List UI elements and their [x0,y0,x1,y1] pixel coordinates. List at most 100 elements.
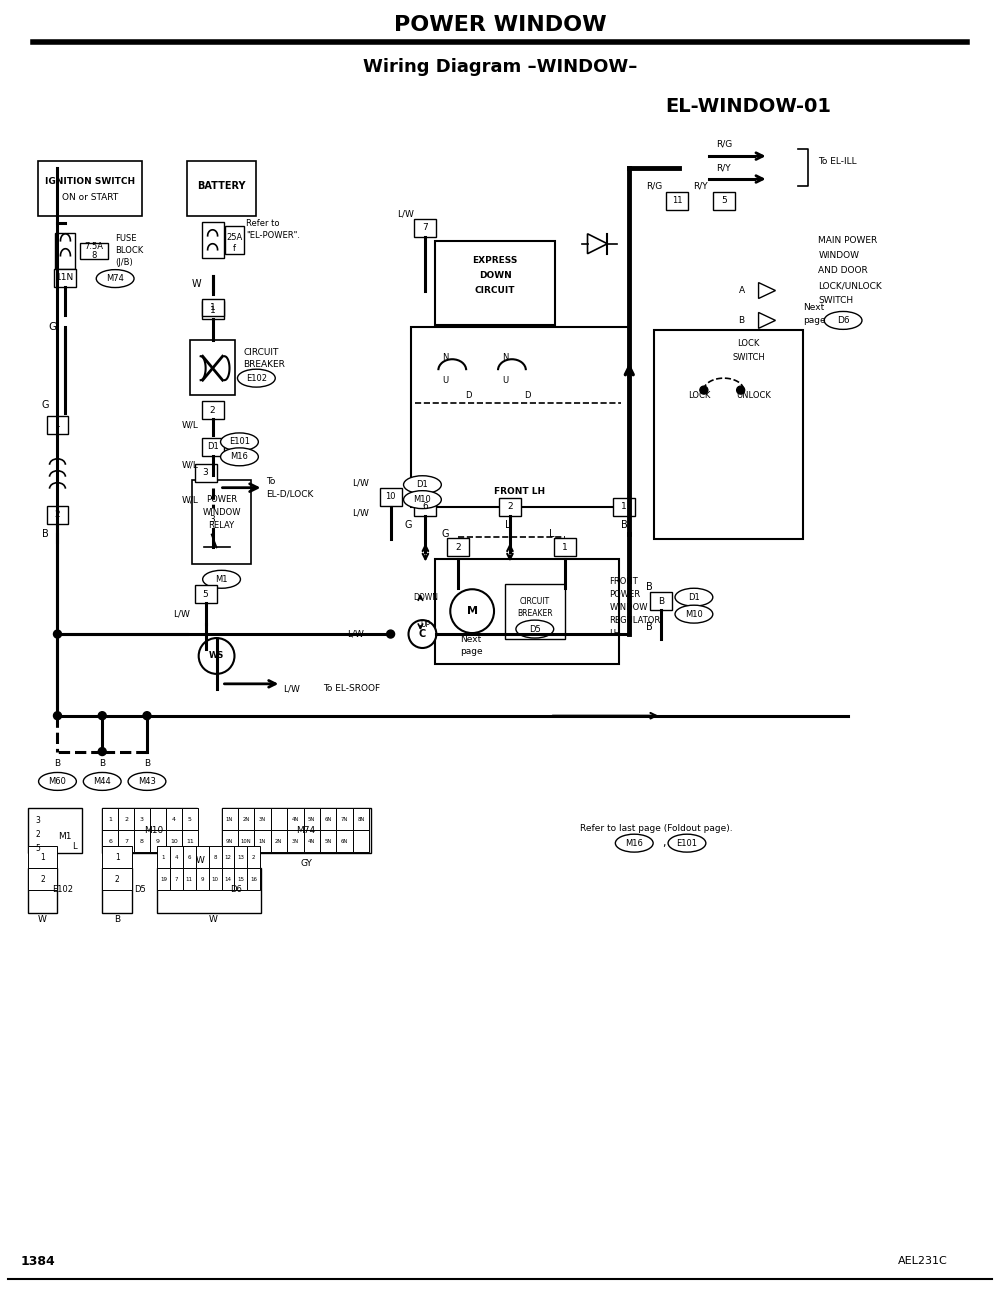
Bar [183,846,196,868]
Text: SWITCH: SWITCH [732,353,765,362]
Bar [150,809,166,831]
Text: 2: 2 [40,875,45,884]
Text: BLOCK: BLOCK [115,246,143,255]
Text: IGNITION SWITCH: IGNITION SWITCH [45,176,135,185]
Text: REGULATOR: REGULATOR [609,616,661,625]
Text: W: W [38,915,47,924]
Circle shape [700,386,708,395]
Ellipse shape [675,606,713,624]
Text: 1: 1 [40,853,45,862]
Text: FRONT LH: FRONT LH [494,487,545,496]
Text: L/W: L/W [352,479,369,488]
Text: W: W [195,855,204,864]
Bar [254,809,271,831]
Bar [238,809,254,831]
Bar [102,868,132,890]
Text: BREAKER: BREAKER [517,608,553,617]
Bar [666,192,688,210]
Bar [102,846,132,868]
Bar [190,340,235,395]
Text: 11: 11 [186,877,193,883]
Circle shape [98,712,106,719]
Text: 11N: 11N [56,273,75,282]
Text: Refer to: Refer to [246,219,280,228]
Text: 4: 4 [175,854,178,859]
Bar [234,868,247,890]
Text: 6: 6 [187,854,191,859]
Ellipse shape [615,835,653,853]
Bar [166,831,182,853]
Text: B: B [658,597,664,606]
Bar [202,299,224,317]
Text: Next: Next [803,303,825,312]
Bar [336,831,353,853]
Text: 25A: 25A [226,233,243,242]
Text: 8: 8 [213,854,217,859]
Bar [222,846,234,868]
Text: page: page [460,647,483,656]
Bar [47,415,68,433]
Bar [202,302,224,320]
Text: 13: 13 [237,854,244,859]
Circle shape [143,712,151,719]
Circle shape [409,620,436,648]
Text: 4: 4 [172,817,176,822]
Text: BATTERY: BATTERY [197,181,246,192]
Text: To EL-ILL: To EL-ILL [818,157,857,166]
Text: B: B [114,915,120,924]
Bar [195,585,217,603]
Polygon shape [759,282,775,299]
Text: 16: 16 [250,877,257,883]
Circle shape [53,712,61,719]
Text: 4N: 4N [292,817,299,822]
Text: 2: 2 [35,829,40,839]
Bar [192,480,251,564]
Text: MAIN POWER: MAIN POWER [818,237,877,246]
Text: E102: E102 [52,885,73,894]
Text: C: C [419,629,426,639]
Text: 1: 1 [621,502,627,511]
Bar [150,831,166,853]
Bar [254,831,271,853]
Text: M: M [467,606,478,616]
Text: U: U [502,375,508,384]
Ellipse shape [237,369,275,387]
Text: AND DOOR: AND DOOR [818,267,868,276]
Bar [353,809,369,831]
Ellipse shape [675,589,713,606]
Text: POWER: POWER [609,590,641,599]
Ellipse shape [404,476,441,494]
Text: LOCK: LOCK [737,339,760,348]
Ellipse shape [128,773,166,791]
Text: B: B [739,316,745,325]
Text: D1: D1 [688,593,700,602]
Text: 7N: 7N [341,817,348,822]
Bar [80,243,108,259]
Text: 5: 5 [35,844,40,853]
Bar [47,506,68,524]
Text: To EL-SROOF: To EL-SROOF [323,685,380,694]
Text: R/Y: R/Y [694,181,708,190]
Text: DOWN: DOWN [479,272,511,280]
Circle shape [209,484,217,492]
Text: 11: 11 [672,197,682,206]
Text: Next: Next [460,634,481,643]
Bar [28,846,57,868]
Text: M43: M43 [138,776,156,785]
Text: M10: M10 [414,496,431,505]
Ellipse shape [96,269,134,287]
Text: 11: 11 [186,839,194,844]
Text: EL-D/LOCK: EL-D/LOCK [266,489,314,498]
Text: 2: 2 [507,502,513,511]
Text: 3N: 3N [259,817,266,822]
Text: GY: GY [300,858,312,867]
Text: R/G: R/G [646,181,662,190]
Text: 2N: 2N [242,817,250,822]
Text: 1: 1 [162,854,165,859]
Text: WINDOW: WINDOW [609,603,648,612]
Ellipse shape [668,835,706,853]
Text: 10: 10 [170,839,178,844]
Text: page: page [803,316,826,325]
Text: M1: M1 [215,575,228,584]
Text: WINDOW: WINDOW [818,251,859,260]
